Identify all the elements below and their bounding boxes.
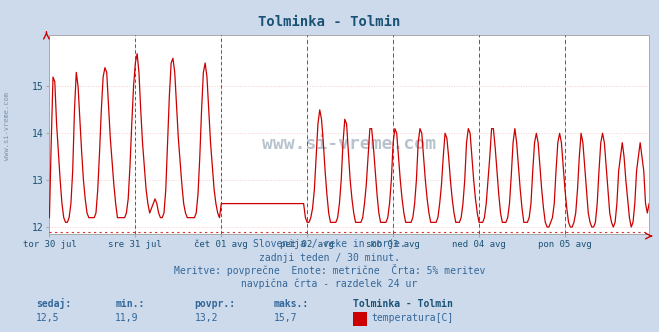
Text: temperatura[C]: temperatura[C] — [371, 313, 453, 323]
Text: maks.:: maks.: — [273, 299, 308, 309]
Text: Tolminka - Tolmin: Tolminka - Tolmin — [258, 15, 401, 29]
Text: 13,2: 13,2 — [194, 313, 218, 323]
Text: zadnji teden / 30 minut.: zadnji teden / 30 minut. — [259, 253, 400, 263]
Text: Tolminka - Tolmin: Tolminka - Tolmin — [353, 299, 453, 309]
Text: 12,5: 12,5 — [36, 313, 60, 323]
Text: sedaj:: sedaj: — [36, 298, 71, 309]
Text: www.si-vreme.com: www.si-vreme.com — [262, 135, 436, 153]
Text: min.:: min.: — [115, 299, 145, 309]
Text: 11,9: 11,9 — [115, 313, 139, 323]
Text: 15,7: 15,7 — [273, 313, 297, 323]
Text: navpična črta - razdelek 24 ur: navpična črta - razdelek 24 ur — [241, 279, 418, 289]
Text: Meritve: povprečne  Enote: metrične  Črta: 5% meritev: Meritve: povprečne Enote: metrične Črta:… — [174, 264, 485, 276]
Text: www.si-vreme.com: www.si-vreme.com — [3, 92, 10, 160]
Text: povpr.:: povpr.: — [194, 299, 235, 309]
Text: Slovenija / reke in morje.: Slovenija / reke in morje. — [253, 239, 406, 249]
